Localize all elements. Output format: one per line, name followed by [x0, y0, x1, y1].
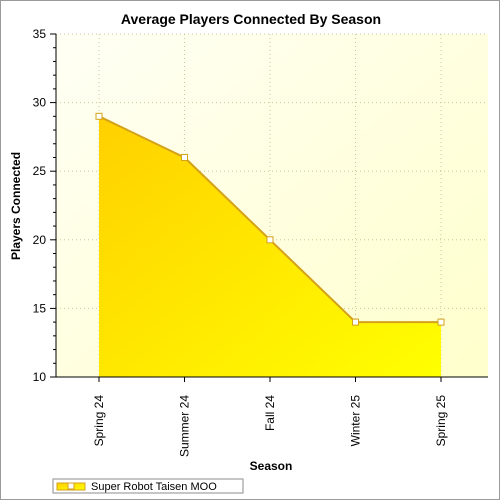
chart-title: Average Players Connected By Season [121, 11, 381, 27]
legend-marker [67, 482, 75, 490]
x-tick-label: Winter 25 [349, 395, 363, 447]
series-points-group [95, 112, 445, 326]
y-tick-label: 10 [33, 370, 47, 384]
data-point [437, 318, 445, 326]
x-tick-label: Summer 24 [178, 395, 192, 457]
x-tick-label: Spring 24 [92, 395, 106, 447]
y-axis-ticks: 10 15 20 25 30 35 [33, 27, 56, 384]
y-tick-label: 20 [33, 233, 47, 247]
legend: Super Robot Taisen MOO [52, 478, 244, 494]
data-point [352, 318, 359, 326]
y-tick-label: 25 [33, 164, 47, 178]
y-tick-label: 35 [33, 27, 47, 41]
y-axis-title: Players Connected [9, 152, 23, 260]
y-tick-label: 15 [33, 301, 47, 315]
y-tick-label: 30 [33, 96, 47, 110]
x-axis-title: Season [250, 459, 293, 473]
data-point [266, 236, 274, 244]
series-area [99, 116, 441, 377]
data-point [95, 112, 103, 120]
legend-label: Super Robot Taisen MOO [91, 481, 217, 493]
x-tick-label: Fall 24 [263, 395, 277, 431]
legend-box [52, 478, 244, 494]
data-point [181, 153, 188, 161]
x-tick-label: Spring 25 [434, 395, 448, 447]
x-axis-ticks: Spring 24 Summer 24 Fall 24 Winter 25 Spring… [92, 377, 448, 457]
